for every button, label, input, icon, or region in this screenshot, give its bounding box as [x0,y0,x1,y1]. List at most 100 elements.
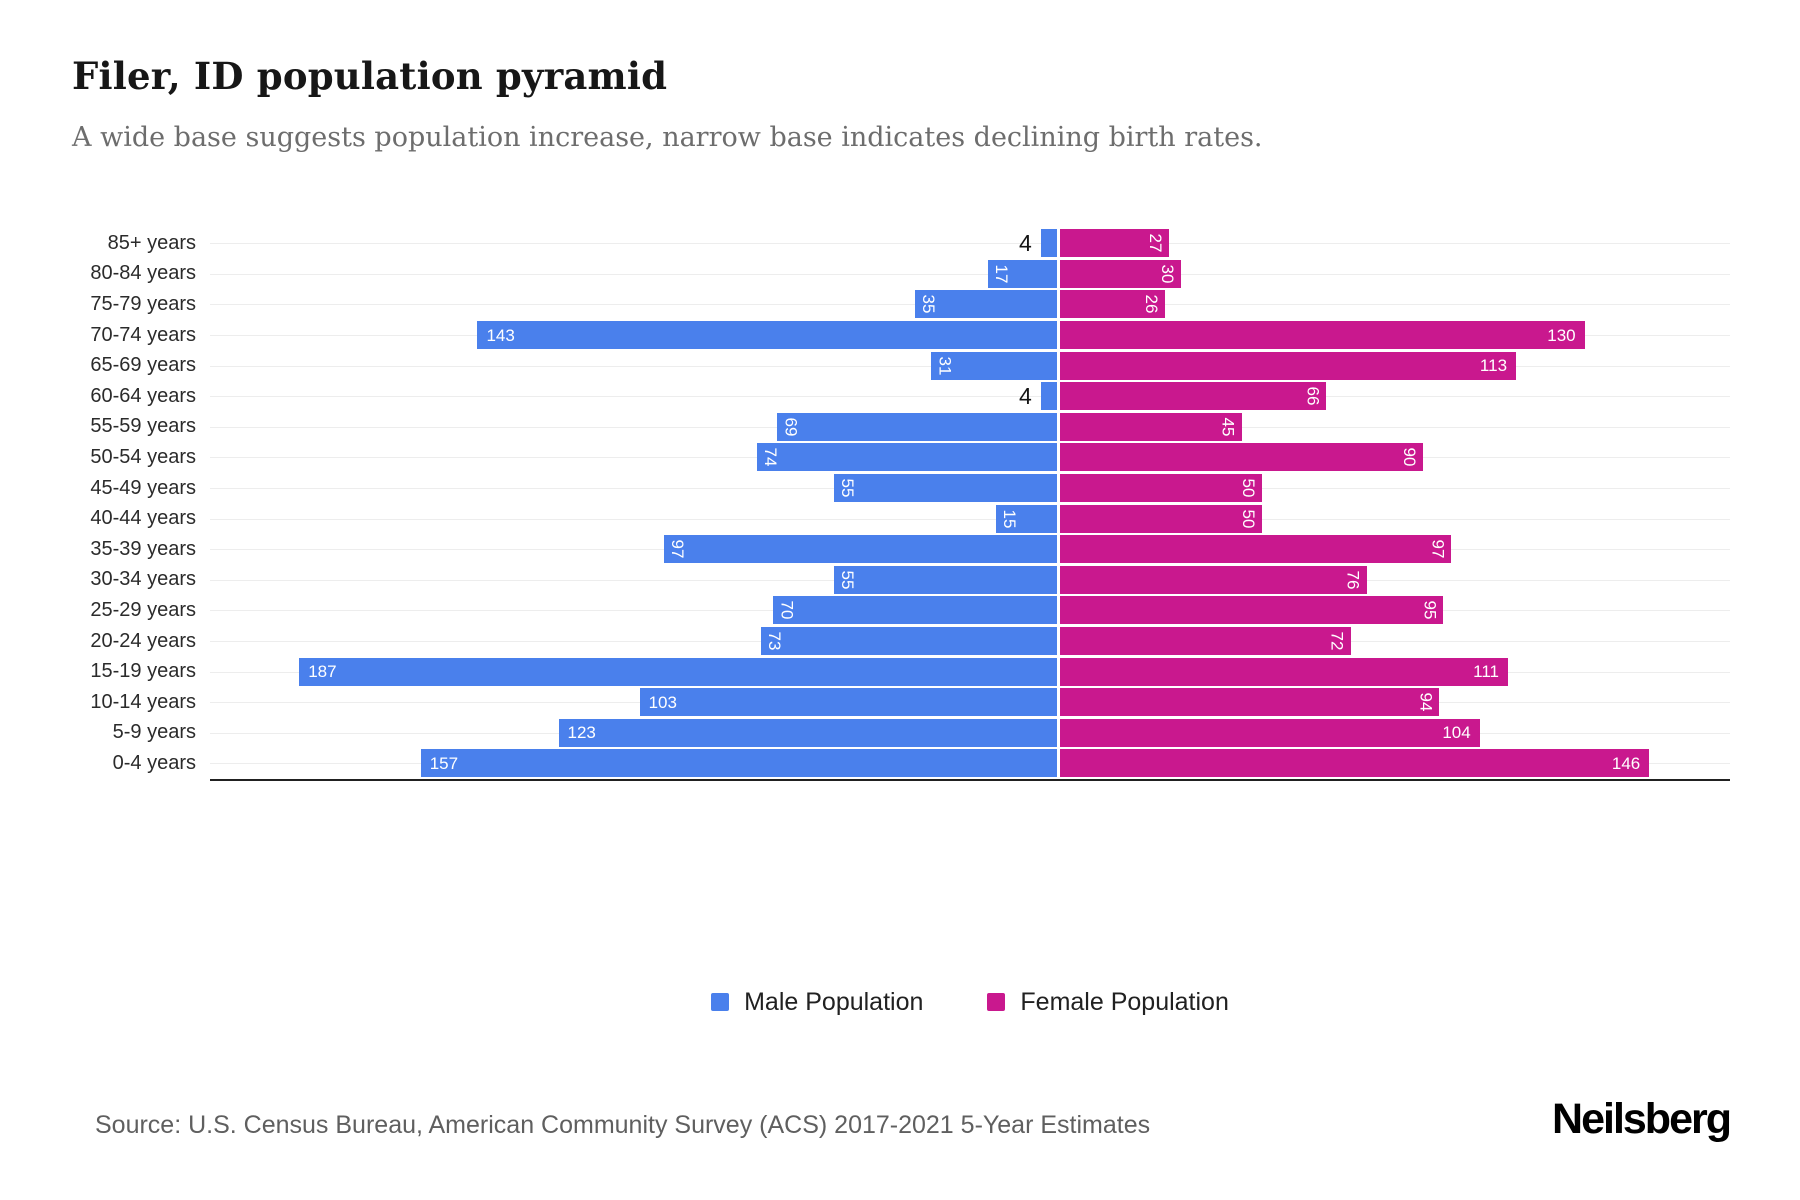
female-bar[interactable]: 104 [1059,718,1480,747]
male-bar[interactable]: 157 [420,749,1057,778]
female-bar[interactable]: 50 [1059,504,1262,533]
row-plot: 31 113 [210,350,1730,381]
female-bar[interactable]: 97 [1059,535,1452,564]
female-bar[interactable]: 72 [1059,627,1351,656]
male-bar[interactable] [1040,382,1057,411]
female-zone: 104 [1056,717,1730,749]
female-bar[interactable]: 113 [1059,351,1517,380]
male-zone: 187 [210,656,1057,687]
chart-row: 65-69 years 31 113 [72,350,1730,381]
female-bar[interactable]: 27 [1059,229,1169,258]
male-bar[interactable]: 73 [761,627,1057,656]
chart-row: 25-29 years 70 95 [72,595,1730,626]
male-bar[interactable]: 74 [757,443,1057,472]
row-plot: 143 130 [210,319,1730,351]
male-bar[interactable]: 123 [558,718,1057,747]
chart-row: 85+ years 4 27 [72,228,1730,259]
chart-row: 70-74 years 143 130 [72,319,1730,351]
y-axis-label: 55-59 years [90,415,196,438]
y-axis-label: 0-4 years [112,751,196,774]
y-axis-label: 25-29 years [90,598,196,621]
female-value-label: 97 [1428,539,1448,559]
y-axis-label: 10-14 years [90,690,196,713]
male-value-label: 187 [308,662,337,682]
row-plot: 103 94 [210,686,1730,718]
y-axis-label: 85+ years [107,231,196,254]
male-legend-swatch-icon [711,993,730,1012]
male-value-label: 73 [765,631,785,651]
y-axis-label: 75-79 years [90,292,196,315]
female-bar[interactable]: 130 [1059,321,1585,350]
page: Filer, ID population pyramid A wide base… [72,54,1732,1143]
male-bar[interactable] [1040,229,1057,258]
male-value-label: 74 [761,447,781,467]
female-bar[interactable]: 95 [1059,596,1444,625]
male-value-label: 69 [781,417,801,437]
female-bar[interactable]: 111 [1059,657,1508,686]
male-zone: 143 [210,320,1057,351]
female-zone: 76 [1056,564,1730,596]
female-bar[interactable]: 76 [1059,565,1367,594]
male-bar[interactable]: 15 [996,504,1057,533]
female-zone: 72 [1056,625,1730,657]
male-bar[interactable]: 55 [834,474,1057,503]
source-text: Source: U.S. Census Bureau, American Com… [95,1110,1151,1139]
chart-row: 20-24 years 73 72 [72,625,1730,657]
y-axis-label: 40-44 years [90,507,196,530]
male-value-label: 103 [648,692,677,712]
male-value-label: 4 [1018,382,1032,409]
male-value-label: 4 [1018,229,1032,256]
male-zone: 15 [210,503,1057,534]
female-bar[interactable]: 30 [1059,259,1181,288]
female-bar[interactable]: 66 [1059,382,1327,411]
male-bar[interactable]: 187 [299,657,1057,686]
female-bar[interactable]: 94 [1059,688,1440,717]
female-legend-swatch-icon [987,993,1006,1012]
male-zone: 55 [210,565,1057,596]
population-pyramid-chart: 85+ years 4 27 80-84 years 17 30 75-79 years 35… [72,228,1730,781]
page-subtitle: A wide base suggests population increase… [72,122,1263,153]
male-bar[interactable]: 143 [477,321,1057,350]
female-zone: 45 [1056,411,1730,443]
female-value-label: 27 [1145,233,1165,253]
female-zone: 111 [1056,656,1730,687]
female-zone: 90 [1056,442,1730,473]
female-bar[interactable]: 90 [1059,443,1424,472]
male-bar[interactable]: 97 [663,535,1057,564]
female-value-label: 146 [1611,753,1641,773]
male-bar[interactable]: 17 [988,259,1057,288]
male-bar[interactable]: 103 [639,688,1057,717]
chart-row: 80-84 years 17 30 [72,258,1730,290]
male-bar[interactable]: 69 [777,412,1057,441]
male-value-label: 55 [838,570,858,590]
row-plot: 187 111 [210,656,1730,687]
female-bar[interactable]: 45 [1059,412,1242,441]
male-bar[interactable]: 55 [834,565,1057,594]
female-zone: 27 [1056,228,1730,259]
pyramid-rows: 85+ years 4 27 80-84 years 17 30 75-79 years 35… [72,228,1730,779]
male-bar[interactable]: 31 [931,351,1057,380]
male-zone: 157 [210,748,1057,779]
row-plot: 17 30 [210,258,1730,290]
female-bar[interactable]: 26 [1059,290,1165,319]
female-value-label: 95 [1420,600,1440,620]
male-bar[interactable]: 35 [915,290,1057,319]
male-zone: 70 [210,595,1057,626]
row-plot: 4 27 [210,228,1730,259]
male-value-label: 123 [567,723,596,743]
female-bar[interactable]: 50 [1059,474,1262,503]
legend-item-female: Female Population [987,987,1229,1017]
female-value-label: 113 [1479,356,1508,376]
male-bar[interactable]: 70 [773,596,1057,625]
male-zone: 103 [210,687,1057,718]
y-axis-label: 70-74 years [90,323,196,346]
legend-label-female: Female Population [1020,987,1229,1016]
female-bar[interactable]: 146 [1059,749,1650,778]
female-zone: 30 [1056,258,1730,290]
y-axis-label: 15-19 years [90,660,196,683]
row-plot: 157 146 [210,748,1730,779]
chart-row: 75-79 years 35 26 [72,289,1730,320]
male-zone: 17 [210,259,1057,290]
female-zone: 66 [1056,380,1730,412]
chart-row: 30-34 years 55 76 [72,564,1730,596]
